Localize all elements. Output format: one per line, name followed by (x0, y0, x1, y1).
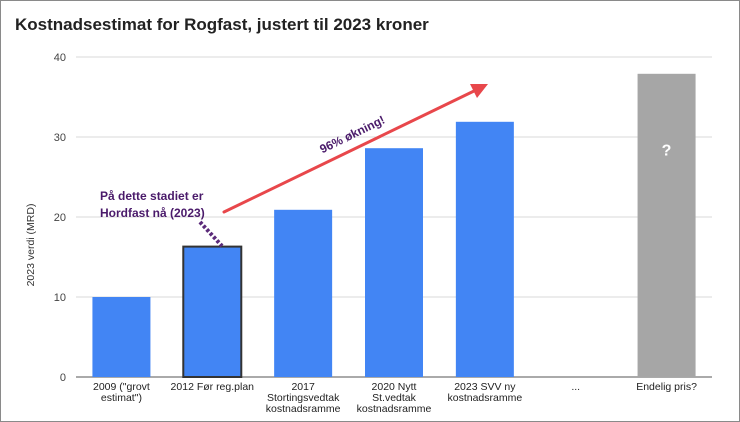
x-tick-label: 2020 Nytt St.vedtak kostnadsramme (357, 381, 432, 415)
bar (637, 73, 696, 378)
bar (274, 209, 333, 377)
bar (182, 245, 243, 378)
y-tick-label: 40 (54, 52, 66, 64)
x-tick-label: 2009 ("grovt estimat") (93, 381, 150, 404)
chart-title: Kostnadsestimat for Rogfast, justert til… (15, 15, 429, 34)
x-tick-label: ... (571, 381, 580, 393)
y-tick-label: 0 (60, 372, 66, 384)
bar (92, 297, 151, 377)
dotted-connector (198, 220, 224, 248)
x-tick-label: Endelig pris? (636, 381, 697, 393)
y-axis-label: 2023 verdi (MRD) (25, 204, 37, 287)
x-tick-label: 2017 Stortingsvedtak kostnadsramme (266, 381, 341, 415)
x-tick-label: 2023 SVV ny kostnadsramme (448, 381, 523, 404)
y-tick-label: 20 (54, 212, 66, 224)
y-tick-label: 30 (54, 132, 66, 144)
y-tick-label: 10 (54, 292, 66, 304)
arrow-head-icon (470, 84, 488, 98)
x-axis-labels: 2009 ("grovt estimat") 2012 Før reg.plan 20… (93, 381, 697, 415)
increase-arrow-line (222, 89, 476, 214)
y-axis-ticks: 0 10 20 30 40 (54, 52, 66, 384)
bar (455, 121, 514, 377)
annotation-hordfast: På dette stadiet er Hordfast nå (2023) (100, 189, 205, 220)
x-tick-label: 2012 Før reg.plan (171, 381, 255, 393)
bar (365, 148, 423, 377)
bars: ? (92, 73, 696, 378)
bar-label: ? (662, 143, 672, 160)
